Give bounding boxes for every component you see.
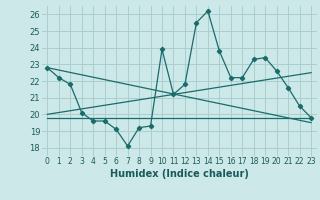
X-axis label: Humidex (Indice chaleur): Humidex (Indice chaleur) [110, 169, 249, 179]
